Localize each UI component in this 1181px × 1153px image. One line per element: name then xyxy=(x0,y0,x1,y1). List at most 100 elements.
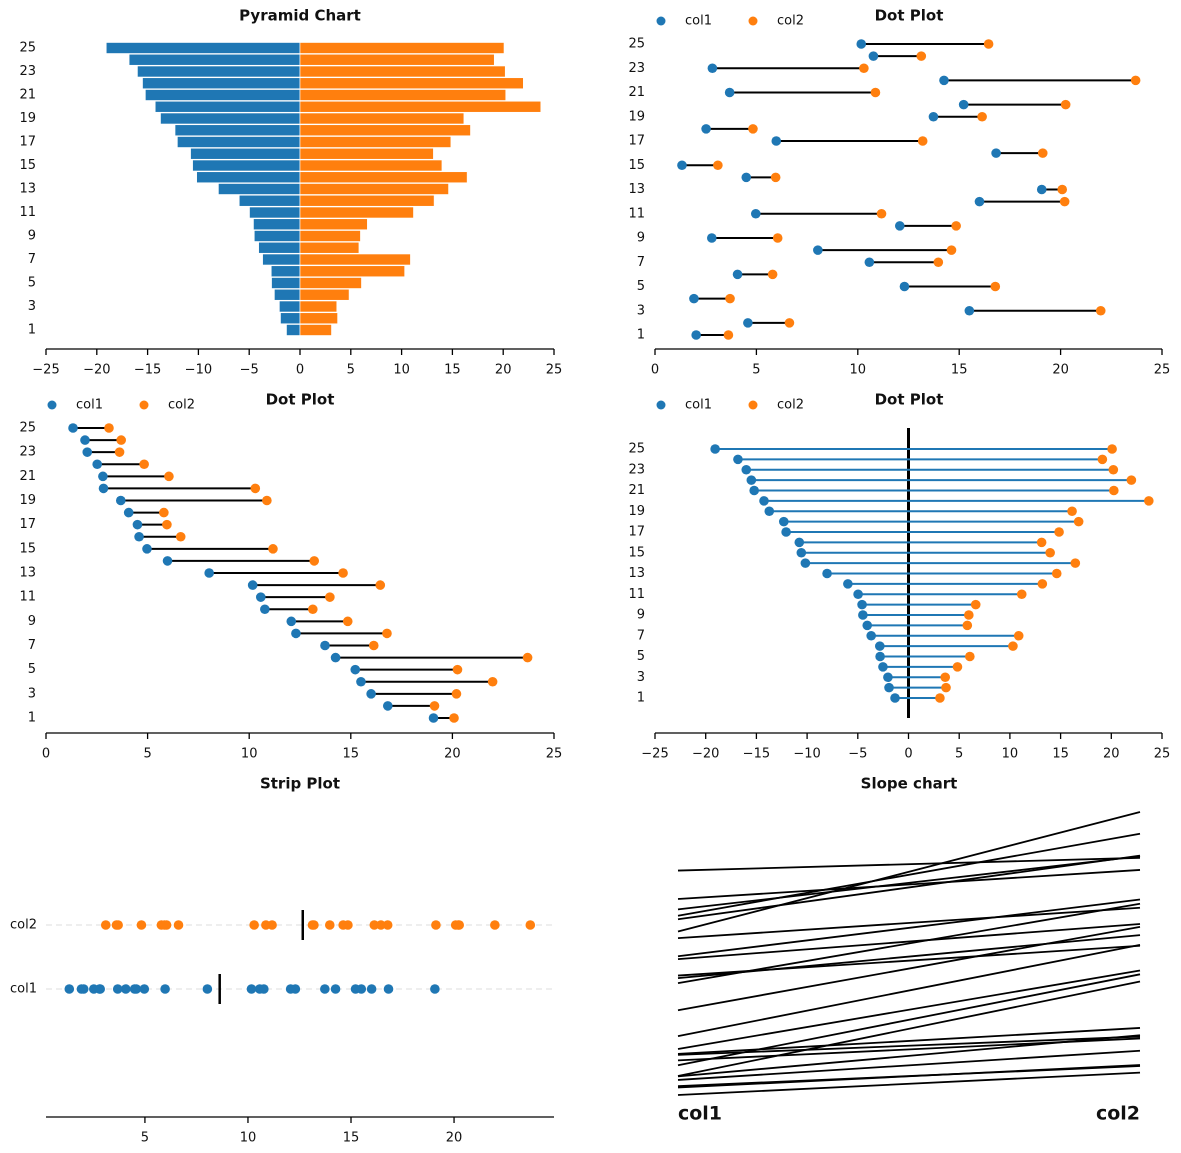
point-col1 xyxy=(857,599,867,610)
point-col1 xyxy=(139,984,150,994)
point-col2 xyxy=(382,920,393,930)
point-col2 xyxy=(268,544,278,554)
subplot-pyramid-chart: Pyramid Chart−25 −20 −15 −10 −5 0 5 10 15 20 25135… xyxy=(19,7,562,378)
x-tick-label: −10 xyxy=(185,363,212,378)
point-col2 xyxy=(250,483,261,494)
point-col2 xyxy=(1067,506,1077,517)
point-col1 xyxy=(689,293,699,304)
bar-col2 xyxy=(299,265,405,278)
legend-label-col1: col1 xyxy=(76,398,103,413)
x-tick-label: 0 xyxy=(904,747,912,762)
point-col1 xyxy=(80,435,90,445)
bar-col2 xyxy=(299,288,350,301)
point-col2 xyxy=(522,652,533,663)
point-col2 xyxy=(490,920,500,930)
point-col2 xyxy=(375,580,386,590)
point-col2 xyxy=(748,124,758,134)
point-col2 xyxy=(964,610,974,620)
slope-line xyxy=(677,1064,1141,1089)
chart-title: Slope chart xyxy=(861,775,958,793)
x-tick-label: −15 xyxy=(134,363,161,378)
point-col1 xyxy=(120,984,131,994)
x-tick-label: 5 xyxy=(143,747,151,762)
bar-col1 xyxy=(270,265,301,278)
point-col1 xyxy=(822,568,832,579)
point-col1 xyxy=(899,281,910,292)
bar-col1 xyxy=(137,65,301,78)
point-col1 xyxy=(750,208,761,219)
point-col2 xyxy=(941,682,951,693)
bar-col2 xyxy=(299,324,332,336)
legend-label-col2: col2 xyxy=(168,398,195,413)
point-col2 xyxy=(376,920,386,930)
bar-col1 xyxy=(145,89,301,101)
bar-col2 xyxy=(299,124,471,137)
slope-line xyxy=(677,869,1141,900)
y-tick-label: 13 xyxy=(628,566,645,581)
bar-col2 xyxy=(299,112,465,125)
point-col2 xyxy=(159,507,169,518)
point-col2 xyxy=(338,568,348,578)
chart-title: Dot Plot xyxy=(875,7,944,25)
point-col1 xyxy=(991,148,1001,158)
point-col1 xyxy=(142,544,152,554)
legend-label-col1: col1 xyxy=(685,398,712,413)
chart-title: Pyramid Chart xyxy=(239,7,361,25)
y-tick-label: 1 xyxy=(637,691,645,706)
point-col2 xyxy=(1060,99,1071,110)
point-col1 xyxy=(958,99,969,110)
x-tick-label: 0 xyxy=(42,747,50,762)
y-tick-label: 3 xyxy=(637,303,645,318)
slope-line xyxy=(677,811,1141,933)
point-col1 xyxy=(129,984,140,994)
point-col1 xyxy=(732,269,743,280)
point-col1 xyxy=(746,475,757,485)
point-col2 xyxy=(325,592,335,602)
y-tick-label: 23 xyxy=(628,462,645,477)
point-col1 xyxy=(778,516,789,527)
point-col2 xyxy=(1109,485,1119,496)
point-col2 xyxy=(136,920,147,930)
point-col2 xyxy=(1057,184,1068,195)
y-tick-label: 7 xyxy=(637,628,645,643)
x-tick-label: −5 xyxy=(240,363,259,378)
point-col1 xyxy=(741,464,752,475)
point-col1 xyxy=(856,39,867,49)
y-tick-label: 19 xyxy=(19,493,36,508)
x-tick-label: −20 xyxy=(83,363,110,378)
point-col2 xyxy=(324,920,335,930)
y-tick-label: 19 xyxy=(628,504,645,519)
point-col1 xyxy=(92,459,103,470)
point-col2 xyxy=(1107,444,1117,454)
slope-label-col2: col2 xyxy=(1096,1103,1140,1125)
bar-col2 xyxy=(299,253,411,266)
point-col2 xyxy=(261,920,271,930)
legend-label-col1: col1 xyxy=(685,14,712,29)
point-col2 xyxy=(1144,496,1154,506)
chart-title: Dot Plot xyxy=(266,391,335,409)
point-col1 xyxy=(160,984,170,994)
point-col2 xyxy=(767,269,778,280)
slope-line xyxy=(677,906,1141,940)
point-col2 xyxy=(1070,558,1081,568)
point-col2 xyxy=(451,689,462,699)
bar-col2 xyxy=(299,42,505,54)
point-col2 xyxy=(104,423,114,433)
y-tick-label: 21 xyxy=(628,85,645,100)
point-col1 xyxy=(884,682,894,693)
y-tick-label: 15 xyxy=(19,541,36,556)
y-tick-label: 15 xyxy=(628,158,645,173)
slope-line xyxy=(677,854,1141,921)
point-col2 xyxy=(770,172,781,183)
point-col2 xyxy=(308,604,318,615)
point-col2 xyxy=(725,293,735,304)
bar-col2 xyxy=(299,194,435,207)
bar-col1 xyxy=(253,218,301,231)
point-col2 xyxy=(935,693,945,703)
x-tick-label: 25 xyxy=(546,363,563,378)
point-col1 xyxy=(928,111,939,122)
point-col1 xyxy=(383,984,394,994)
y-tick-label: 25 xyxy=(628,442,645,457)
bar-col1 xyxy=(128,53,301,66)
y-tick-label: 1 xyxy=(28,323,36,338)
